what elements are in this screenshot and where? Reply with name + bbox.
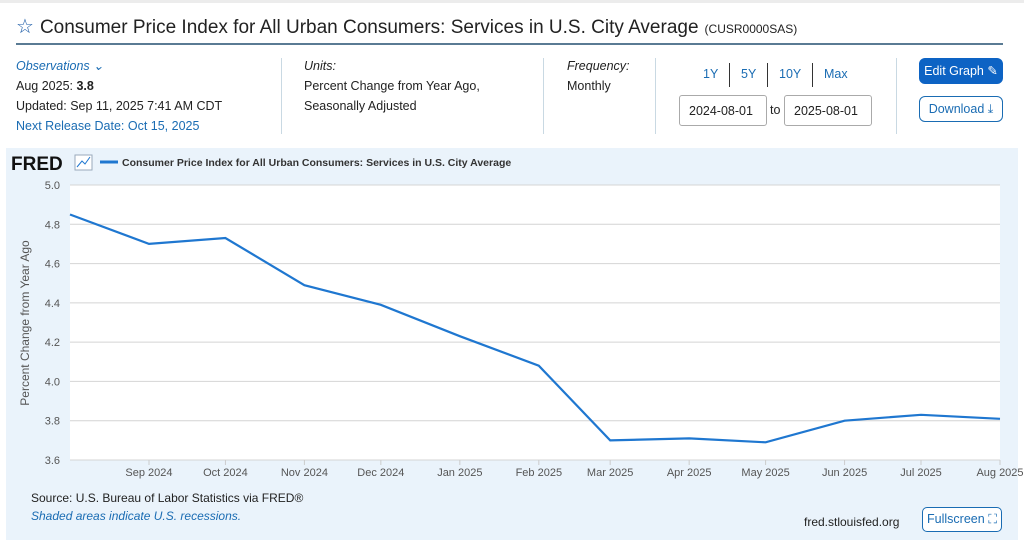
download-label: Download — [928, 102, 985, 116]
y-tick-label: 4.8 — [45, 219, 60, 231]
units-label: Units: — [304, 59, 336, 73]
observations-block: Observations ⌄ Aug 2025: 3.8 Updated: Se… — [16, 56, 222, 136]
end-date-input[interactable]: 2025-08-01 — [784, 95, 872, 126]
edit-icon: ✎ — [987, 64, 998, 78]
start-date-input[interactable]: 2024-08-01 — [679, 95, 767, 126]
x-tick-label: Jan 2025 — [437, 467, 482, 479]
divider — [281, 58, 282, 134]
x-tick-label: Oct 2024 — [203, 467, 248, 479]
page-title: ☆ Consumer Price Index for All Urban Con… — [16, 14, 797, 39]
divider — [896, 58, 897, 134]
y-tick-label: 3.8 — [45, 416, 60, 428]
x-tick-label: Aug 2025 — [976, 467, 1023, 479]
y-axis-label: Percent Change from Year Ago — [18, 240, 32, 406]
x-tick-label: Mar 2025 — [587, 467, 633, 479]
y-tick-label: 4.2 — [45, 337, 60, 349]
range-1y[interactable]: 1Y — [703, 67, 719, 81]
x-tick-label: May 2025 — [741, 467, 789, 479]
divider — [767, 63, 768, 87]
y-tick-label: 4.0 — [45, 376, 60, 388]
observations-label: Observations — [16, 59, 90, 73]
plot-area — [70, 185, 1000, 460]
expand-icon: ⛶ — [988, 512, 997, 526]
x-tick-label: Nov 2024 — [281, 467, 328, 479]
series-line — [69, 213, 1001, 444]
divider — [655, 58, 656, 134]
fullscreen-button[interactable]: Fullscreen ⛶ — [922, 507, 1002, 532]
x-tick-label: Jun 2025 — [822, 467, 867, 479]
next-release-link[interactable]: Next Release Date: Oct 15, 2025 — [16, 119, 200, 133]
y-tick-label: 3.6 — [45, 455, 60, 467]
updated-text: Updated: Sep 11, 2025 7:41 AM CDT — [16, 99, 223, 113]
units-block: Units: Percent Change from Year Ago, Sea… — [304, 56, 480, 116]
frequency-value: Monthly — [567, 79, 611, 93]
top-border — [0, 0, 1024, 3]
frequency-block: Frequency: Monthly — [567, 56, 630, 96]
units-line2: Seasonally Adjusted — [304, 99, 417, 113]
x-tick-label: Feb 2025 — [516, 467, 562, 479]
divider — [543, 58, 544, 134]
series-id: (CUSR0000SAS) — [704, 22, 798, 36]
chevron-down-icon: ⌄ — [93, 59, 104, 73]
chart-icon — [74, 154, 93, 171]
y-tick-label: 4.4 — [45, 298, 60, 310]
observations-toggle[interactable]: Observations ⌄ — [16, 56, 222, 76]
x-tick-label: Jul 2025 — [900, 467, 942, 479]
y-tick-label: 5.0 — [45, 180, 60, 192]
title-divider — [16, 43, 1003, 45]
source-text: Source: U.S. Bureau of Labor Statistics … — [31, 491, 304, 505]
x-tick-label: Dec 2024 — [357, 467, 404, 479]
divider — [812, 63, 813, 87]
x-tick-label: Apr 2025 — [667, 467, 712, 479]
latest-value: 3.8 — [76, 79, 94, 93]
range-5y[interactable]: 5Y — [741, 67, 757, 81]
recessions-note[interactable]: Shaded areas indicate U.S. recessions. — [31, 509, 242, 523]
legend-label[interactable]: Consumer Price Index for All Urban Consu… — [122, 157, 511, 169]
units-line1: Percent Change from Year Ago, — [304, 79, 480, 93]
x-tick-label: Sep 2024 — [125, 467, 172, 479]
frequency-label: Frequency: — [567, 59, 630, 73]
fred-logo: FRED — [11, 154, 63, 175]
to-label: to — [770, 103, 781, 117]
divider — [729, 63, 730, 87]
range-10y[interactable]: 10Y — [779, 67, 802, 81]
download-button[interactable]: Download ⤓ — [919, 96, 1003, 122]
star-icon[interactable]: ☆ — [16, 16, 34, 38]
edit-graph-button[interactable]: Edit Graph ✎ — [919, 58, 1003, 84]
latest-label: Aug 2025: — [16, 79, 73, 93]
range-max[interactable]: Max — [824, 67, 848, 81]
site-link[interactable]: fred.stlouisfed.org — [804, 515, 900, 529]
download-icon: ⤓ — [987, 102, 994, 116]
series-title: Consumer Price Index for All Urban Consu… — [39, 17, 699, 38]
y-tick-label: 4.6 — [45, 259, 60, 271]
fullscreen-label: Fullscreen — [927, 512, 985, 526]
edit-graph-label: Edit Graph — [924, 64, 984, 78]
